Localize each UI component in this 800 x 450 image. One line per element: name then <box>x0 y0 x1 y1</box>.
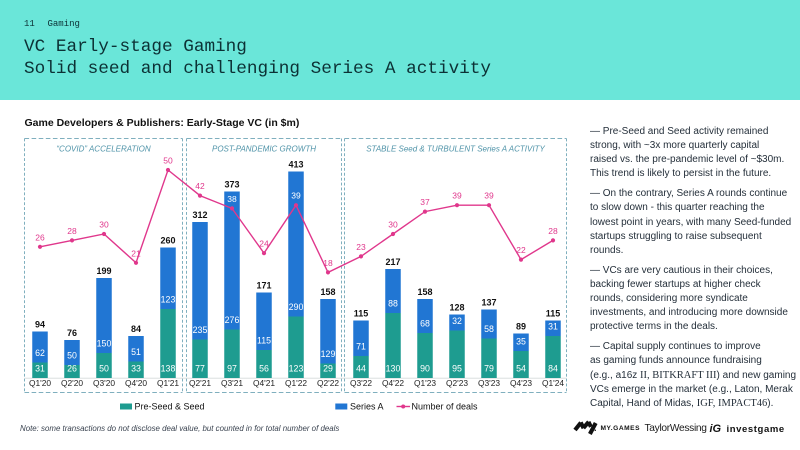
svg-text:54: 54 <box>516 364 526 374</box>
svg-text:22: 22 <box>516 245 526 255</box>
svg-text:373: 373 <box>224 180 239 190</box>
svg-text:94: 94 <box>35 320 45 330</box>
svg-text:Q1'23: Q1'23 <box>414 378 436 388</box>
svg-text:71: 71 <box>356 342 366 352</box>
svg-text:58: 58 <box>484 324 494 334</box>
svg-text:26: 26 <box>67 364 77 374</box>
svg-text:Q4'20: Q4'20 <box>125 378 147 388</box>
svg-text:Q3'23: Q3'23 <box>478 378 500 388</box>
svg-text:413: 413 <box>288 160 303 170</box>
svg-text:68: 68 <box>420 319 430 329</box>
svg-text:21: 21 <box>131 248 141 258</box>
svg-text:84: 84 <box>548 364 558 374</box>
svg-text:97: 97 <box>227 364 237 374</box>
svg-text:Q2'20: Q2'20 <box>61 378 83 388</box>
svg-text:POST-PANDEMIC GROWTH: POST-PANDEMIC GROWTH <box>212 144 316 153</box>
svg-text:Q2'22: Q2'22 <box>317 378 339 388</box>
svg-text:23: 23 <box>356 242 366 252</box>
svg-text:77: 77 <box>195 364 205 374</box>
svg-text:Series A: Series A <box>350 401 384 411</box>
svg-text:56: 56 <box>259 364 269 374</box>
svg-text:29: 29 <box>323 364 333 374</box>
svg-text:312: 312 <box>192 210 207 220</box>
svg-text:Q4'22: Q4'22 <box>382 378 404 388</box>
svg-text:35: 35 <box>516 337 526 347</box>
svg-text:62: 62 <box>35 348 45 358</box>
svg-text:79: 79 <box>484 364 494 374</box>
svg-text:31: 31 <box>548 322 558 332</box>
svg-text:28: 28 <box>548 226 558 236</box>
svg-text:Q1'20: Q1'20 <box>29 378 51 388</box>
svg-text:32: 32 <box>452 316 462 326</box>
svg-text:137: 137 <box>481 298 496 308</box>
svg-text:50: 50 <box>67 351 77 361</box>
svg-text:290: 290 <box>289 302 304 312</box>
svg-text:Q1'24: Q1'24 <box>542 378 564 388</box>
svg-text:24: 24 <box>259 239 269 249</box>
svg-text:Q4'21: Q4'21 <box>253 378 275 388</box>
svg-text:Q3'22: Q3'22 <box>350 378 372 388</box>
svg-text:50: 50 <box>163 156 173 166</box>
svg-text:123: 123 <box>289 364 304 374</box>
svg-text:95: 95 <box>452 364 462 374</box>
svg-text:129: 129 <box>321 349 336 359</box>
svg-text:38: 38 <box>227 194 237 204</box>
svg-text:Q2'23: Q2'23 <box>446 378 468 388</box>
svg-text:Q1'22: Q1'22 <box>285 378 307 388</box>
svg-text:Q4'23: Q4'23 <box>510 378 532 388</box>
svg-text:28: 28 <box>67 226 77 236</box>
svg-text:76: 76 <box>67 328 77 338</box>
svg-text:50: 50 <box>99 364 109 374</box>
svg-text:39: 39 <box>452 191 462 201</box>
svg-text:33: 33 <box>131 364 141 374</box>
svg-text:158: 158 <box>320 287 335 297</box>
svg-text:115: 115 <box>354 309 369 319</box>
svg-text:42: 42 <box>195 181 205 191</box>
svg-text:Q3'21: Q3'21 <box>221 378 243 388</box>
svg-text:Q1'21: Q1'21 <box>157 378 179 388</box>
svg-text:150: 150 <box>97 339 112 349</box>
svg-text:217: 217 <box>385 257 400 267</box>
svg-text:30: 30 <box>388 220 398 230</box>
svg-text:Q3'20: Q3'20 <box>93 378 115 388</box>
svg-text:199: 199 <box>96 266 111 276</box>
svg-text:37: 37 <box>420 197 430 207</box>
svg-text:115: 115 <box>257 336 271 346</box>
svg-text:90: 90 <box>420 364 430 374</box>
svg-text:88: 88 <box>388 299 398 309</box>
svg-text:26: 26 <box>35 232 45 242</box>
svg-text:128: 128 <box>449 303 464 313</box>
svg-text:18: 18 <box>323 258 333 268</box>
svg-text:84: 84 <box>131 324 141 334</box>
svg-text:130: 130 <box>386 364 401 374</box>
svg-text:30: 30 <box>99 220 109 230</box>
svg-text:89: 89 <box>516 322 526 332</box>
svg-text:39: 39 <box>484 191 494 201</box>
svg-text:123: 123 <box>161 295 176 305</box>
svg-text:31: 31 <box>35 364 45 374</box>
svg-text:276: 276 <box>225 315 240 325</box>
svg-text:51: 51 <box>131 347 141 357</box>
svg-text:115: 115 <box>546 309 561 319</box>
svg-text:Pre-Seed & Seed: Pre-Seed & Seed <box>135 401 205 411</box>
svg-text:138: 138 <box>161 364 176 374</box>
svg-text:Number of deals: Number of deals <box>412 401 479 411</box>
svg-text:39: 39 <box>291 191 301 201</box>
svg-text:44: 44 <box>356 364 366 374</box>
svg-text:“COVID” ACCELERATION: “COVID” ACCELERATION <box>56 144 150 153</box>
svg-text:158: 158 <box>417 287 432 297</box>
svg-text:STABLE Seed & TURBULENT Series: STABLE Seed & TURBULENT Series A ACTIVIT… <box>366 144 545 153</box>
svg-text:260: 260 <box>160 236 175 246</box>
svg-text:Q2'21: Q2'21 <box>189 378 211 388</box>
svg-text:235: 235 <box>193 325 208 335</box>
svg-text:171: 171 <box>256 281 271 291</box>
